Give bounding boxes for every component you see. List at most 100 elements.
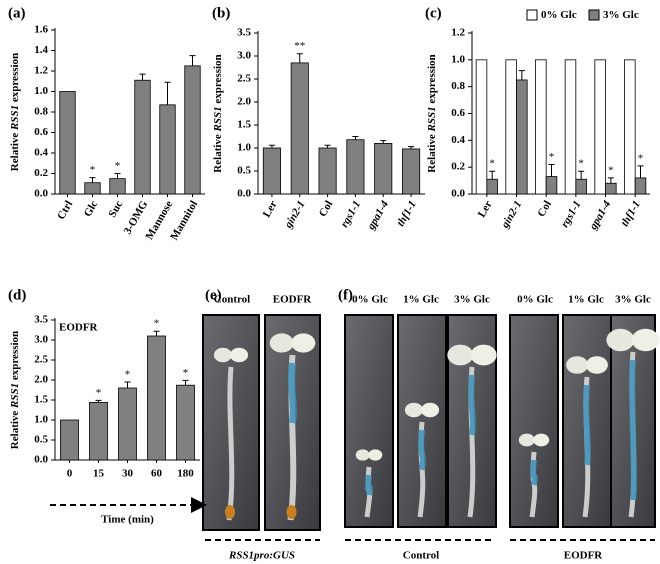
gus-stain bbox=[530, 459, 538, 486]
gus-stain bbox=[365, 474, 373, 496]
image-caption: RSS1pro:GUS bbox=[228, 550, 295, 562]
y-tick-label: 0.8 bbox=[451, 80, 465, 92]
bar bbox=[262, 147, 281, 195]
y-tick-label: 0.5 bbox=[237, 165, 251, 177]
y-axis-label-part: expression bbox=[9, 53, 21, 102]
y-tick-label: 0.5 bbox=[34, 434, 48, 446]
x-tick-label: rgs1-1 bbox=[559, 199, 584, 230]
x-tick-label: Col bbox=[317, 199, 336, 219]
y-tick-label: 0.4 bbox=[451, 134, 465, 146]
significance-star: * bbox=[115, 160, 121, 172]
significance-star: * bbox=[638, 152, 644, 164]
cotyledon bbox=[421, 402, 440, 418]
significance-star: * bbox=[183, 367, 189, 379]
image-label: 3% Glc bbox=[615, 294, 651, 306]
image-label: 0% Glc bbox=[517, 294, 553, 306]
image-label: 1% Glc bbox=[568, 294, 604, 306]
y-tick-label: 0.4 bbox=[34, 147, 48, 159]
significance-star: * bbox=[549, 151, 555, 163]
error-bar bbox=[324, 144, 331, 148]
x-tick-label: 60 bbox=[151, 468, 163, 480]
y-axis-label-part: Relative bbox=[426, 134, 438, 173]
error-bar bbox=[268, 144, 275, 148]
y-axis-label-part: RSS1 bbox=[9, 105, 21, 131]
bar bbox=[89, 401, 108, 461]
y-tick-label: 3.5 bbox=[34, 314, 48, 326]
gus-stain bbox=[629, 359, 637, 501]
cotyledon bbox=[631, 328, 660, 352]
error-bar bbox=[578, 170, 585, 180]
y-axis-label-part: Relative bbox=[9, 411, 21, 450]
significance-star: * bbox=[96, 387, 102, 399]
error-bar bbox=[607, 177, 614, 184]
cotyledon bbox=[447, 344, 474, 366]
significance-star: * bbox=[125, 369, 131, 381]
y-tick-label: 0.0 bbox=[34, 188, 48, 200]
seed-coat bbox=[225, 505, 235, 519]
legend-swatch bbox=[526, 9, 538, 21]
y-tick-label: 1.2 bbox=[34, 65, 48, 77]
bar bbox=[475, 59, 488, 195]
y-axis-label-part: expression bbox=[212, 54, 224, 103]
error-bar bbox=[124, 381, 131, 388]
bar bbox=[118, 387, 137, 461]
legend-label: 0% Glc bbox=[541, 9, 577, 21]
hypocotyl bbox=[226, 366, 235, 521]
y-tick-label: 1.5 bbox=[237, 119, 251, 131]
bar bbox=[290, 62, 309, 195]
cotyledon bbox=[291, 333, 316, 353]
image-label: 3% Glc bbox=[454, 294, 490, 306]
y-tick-label: 0.2 bbox=[451, 161, 465, 173]
group-label: EODFR bbox=[564, 550, 604, 562]
bar bbox=[624, 59, 636, 195]
gus-stain bbox=[288, 362, 297, 424]
y-tick-label: 1.2 bbox=[451, 27, 465, 39]
x-tick-label: thf1-1 bbox=[395, 199, 419, 229]
bar bbox=[564, 59, 577, 195]
bar bbox=[176, 384, 195, 461]
y-axis-label: Relative RSS1 expression bbox=[426, 54, 438, 172]
x-tick-label: 15 bbox=[93, 468, 105, 480]
error-bar bbox=[352, 136, 359, 140]
cotyledon bbox=[269, 333, 294, 353]
cotyledon bbox=[566, 356, 589, 374]
x-tick-label: Col bbox=[535, 199, 554, 219]
bar bbox=[318, 147, 337, 195]
bar bbox=[545, 176, 558, 195]
error-bar bbox=[89, 177, 96, 183]
y-tick-label: 3.5 bbox=[237, 27, 251, 39]
error-bar bbox=[548, 163, 555, 177]
image-label: EODFR bbox=[273, 294, 313, 306]
cotyledon bbox=[585, 356, 608, 374]
x-tick-label: gin2-1 bbox=[282, 199, 308, 231]
significance-star: * bbox=[154, 318, 160, 330]
y-axis-label-part: Relative bbox=[9, 133, 21, 172]
y-tick-label: 0.8 bbox=[34, 106, 48, 118]
x-tick-label: Ler bbox=[476, 199, 495, 220]
bar bbox=[60, 419, 79, 461]
bar bbox=[84, 182, 101, 195]
bar bbox=[516, 79, 528, 195]
bar bbox=[184, 65, 201, 195]
x-tick-label: 30 bbox=[122, 468, 134, 480]
y-tick-label: 1.0 bbox=[34, 85, 48, 97]
bar bbox=[109, 178, 126, 195]
y-tick-label: 3.0 bbox=[237, 50, 251, 62]
significance-star: * bbox=[578, 158, 584, 170]
y-axis-label: Relative RSS1 expression bbox=[9, 331, 21, 449]
y-axis-label-part: expression bbox=[9, 331, 21, 380]
x-tick-label: thf1-1 bbox=[619, 199, 643, 229]
significance-star: * bbox=[608, 164, 614, 176]
significance-star: * bbox=[90, 164, 96, 176]
error-bar bbox=[139, 73, 146, 81]
x-axis-label: Time (min) bbox=[101, 514, 154, 526]
y-axis-label: Relative RSS1 expression bbox=[212, 54, 224, 172]
y-tick-label: 2.0 bbox=[34, 374, 48, 386]
x-tick-label: Glc bbox=[82, 199, 101, 219]
y-axis-label-part: RSS1 bbox=[212, 106, 224, 132]
y-tick-label: 2.5 bbox=[237, 73, 251, 85]
y-tick-label: 0.2 bbox=[34, 167, 48, 179]
bar bbox=[402, 148, 421, 195]
bar bbox=[374, 142, 393, 195]
